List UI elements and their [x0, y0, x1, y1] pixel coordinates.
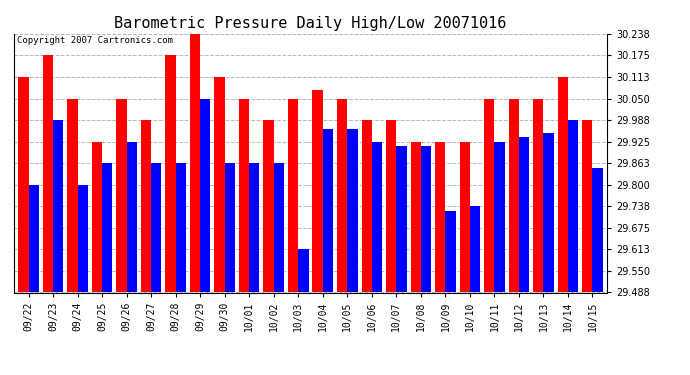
Bar	[435, 142, 445, 292]
Bar	[421, 146, 431, 292]
Bar	[396, 146, 406, 292]
Bar	[558, 77, 568, 292]
Bar	[28, 185, 39, 292]
Bar	[445, 211, 455, 292]
Bar	[298, 249, 308, 292]
Bar	[77, 185, 88, 292]
Bar	[313, 90, 323, 292]
Bar	[495, 142, 504, 292]
Bar	[582, 120, 593, 292]
Bar	[53, 120, 63, 292]
Bar	[190, 34, 200, 292]
Bar	[92, 142, 102, 292]
Bar	[484, 99, 495, 292]
Bar	[102, 163, 112, 292]
Bar	[274, 163, 284, 292]
Bar	[372, 142, 382, 292]
Bar	[18, 77, 28, 292]
Bar	[323, 129, 333, 292]
Bar	[593, 168, 603, 292]
Bar	[533, 99, 544, 292]
Bar	[568, 120, 578, 292]
Bar	[67, 99, 77, 292]
Bar	[225, 163, 235, 292]
Bar	[43, 56, 53, 292]
Title: Barometric Pressure Daily High/Low 20071016: Barometric Pressure Daily High/Low 20071…	[115, 16, 506, 31]
Text: Copyright 2007 Cartronics.com: Copyright 2007 Cartronics.com	[17, 36, 172, 45]
Bar	[470, 206, 480, 292]
Bar	[117, 99, 126, 292]
Bar	[151, 163, 161, 292]
Bar	[519, 137, 529, 292]
Bar	[141, 120, 151, 292]
Bar	[460, 142, 470, 292]
Bar	[347, 129, 357, 292]
Bar	[200, 99, 210, 292]
Bar	[249, 163, 259, 292]
Bar	[544, 133, 554, 292]
Bar	[239, 99, 249, 292]
Bar	[126, 142, 137, 292]
Bar	[215, 77, 225, 292]
Bar	[362, 120, 372, 292]
Bar	[509, 99, 519, 292]
Bar	[337, 99, 347, 292]
Bar	[166, 56, 176, 292]
Bar	[264, 120, 274, 292]
Bar	[176, 163, 186, 292]
Bar	[288, 99, 298, 292]
Bar	[411, 142, 421, 292]
Bar	[386, 120, 396, 292]
